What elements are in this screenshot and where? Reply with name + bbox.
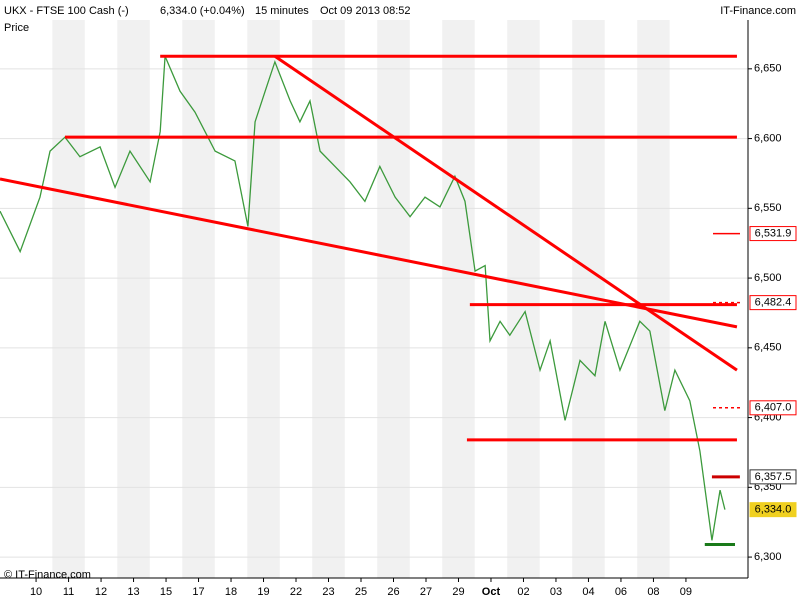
x-tick-label: 23 [322, 586, 334, 598]
day-stripe [182, 20, 215, 578]
x-tick-label: 09 [680, 586, 692, 598]
day-stripe [442, 20, 475, 578]
level-label: 6,357.5 [755, 471, 792, 483]
x-tick-label: 22 [290, 586, 302, 598]
trend-line [0, 177, 738, 329]
y-tick-label: 6,550 [754, 202, 782, 214]
day-stripe [637, 20, 670, 578]
trend-line [274, 55, 738, 372]
instrument: UKX - FTSE 100 Cash (-) [4, 5, 129, 17]
x-tick-label: 06 [615, 586, 627, 598]
level-label: 6,482.4 [755, 297, 792, 309]
day-stripe [507, 20, 540, 578]
x-tick-label: 11 [63, 586, 74, 598]
y-tick-label: 6,500 [754, 272, 782, 284]
x-tick-label: 13 [127, 586, 139, 598]
y-tick-label: 6,450 [754, 342, 782, 354]
timestamp: Oct 09 2013 08:52 [320, 5, 411, 17]
day-stripe [52, 20, 85, 578]
level-box [749, 400, 797, 416]
y-tick-label: 6,650 [754, 63, 782, 75]
y-tick-label: 6,600 [754, 132, 782, 144]
x-tick-label: Oct [482, 586, 501, 598]
day-stripe [247, 20, 280, 578]
x-tick-label: 08 [647, 586, 659, 598]
x-tick-label: 19 [257, 586, 269, 598]
x-tick-label: 03 [550, 586, 562, 598]
x-tick-label: 25 [355, 586, 367, 598]
level-label: 6,334.0 [755, 504, 792, 516]
day-stripe [312, 20, 345, 578]
x-tick-label: 17 [192, 586, 204, 598]
x-tick-label: 02 [517, 586, 529, 598]
level-box [749, 502, 797, 518]
x-tick-label: 27 [420, 586, 432, 598]
x-tick-label: 15 [160, 586, 172, 598]
brand: IT-Finance.com [720, 5, 796, 17]
interval: 15 minutes [255, 5, 309, 17]
y-tick-label: 6,300 [754, 551, 782, 563]
level-box [749, 295, 797, 311]
x-tick-label: 29 [452, 586, 464, 598]
x-tick-label: 04 [582, 586, 594, 598]
y-axis-label: Price [4, 22, 29, 34]
plot-area [0, 20, 748, 578]
x-tick-label: 26 [387, 586, 399, 598]
quote: 6,334.0 (+0.04%) [160, 5, 245, 17]
x-tick-label: 12 [95, 586, 107, 598]
x-tick-label: 18 [225, 586, 237, 598]
day-stripe [117, 20, 150, 578]
price-line [0, 56, 726, 541]
level-label: 6,407.0 [755, 402, 792, 414]
x-tick-label: 10 [30, 586, 42, 598]
level-box [749, 469, 797, 485]
level-label: 6,531.9 [755, 227, 792, 239]
copyright: © IT-Finance.com [4, 569, 91, 581]
day-stripe [377, 20, 410, 578]
level-box [749, 226, 797, 242]
header-bar [0, 0, 800, 20]
